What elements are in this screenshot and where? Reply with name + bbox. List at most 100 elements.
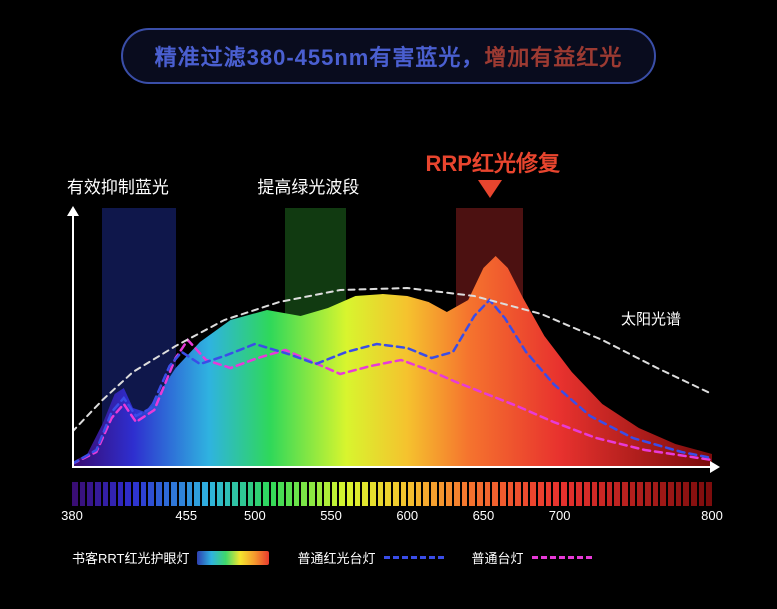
legend-label: 普通红光台灯 bbox=[297, 548, 375, 567]
spectrum-tick bbox=[103, 482, 109, 506]
spectrum-tick bbox=[530, 482, 536, 506]
spectrum-tick bbox=[561, 482, 567, 506]
spectrum-tick bbox=[622, 482, 628, 506]
spectrum-tick bbox=[294, 482, 300, 506]
x-tick-label: 500 bbox=[244, 508, 266, 523]
spectrum-tick bbox=[339, 482, 345, 506]
spectrum-tick bbox=[347, 482, 353, 506]
spectrum-tick bbox=[416, 482, 422, 506]
legend-swatch-gradient bbox=[197, 551, 269, 565]
spectrum-tick bbox=[362, 482, 368, 506]
spectrum-tick bbox=[278, 482, 284, 506]
spectrum-tick bbox=[317, 482, 323, 506]
spectrum-tick bbox=[469, 482, 475, 506]
x-tick-label: 800 bbox=[701, 508, 723, 523]
spectrum-tick bbox=[179, 482, 185, 506]
chart-svg bbox=[72, 208, 712, 468]
rrp-arrow-icon bbox=[478, 180, 502, 198]
spectrum-tick bbox=[508, 482, 514, 506]
spectrum-tick bbox=[156, 482, 162, 506]
legend-item: 普通台灯 bbox=[472, 548, 592, 567]
x-tick-label: 380 bbox=[61, 508, 83, 523]
spectrum-tick bbox=[271, 482, 277, 506]
spectrum-tick bbox=[676, 482, 682, 506]
spectrum-tick bbox=[546, 482, 552, 506]
spectrum-tick bbox=[706, 482, 712, 506]
x-axis bbox=[72, 466, 716, 468]
spectrum-tick bbox=[683, 482, 689, 506]
spectrum-tick bbox=[584, 482, 590, 506]
spectrum-tick bbox=[523, 482, 529, 506]
spectrum-tick bbox=[95, 482, 101, 506]
spectrum-tick bbox=[630, 482, 636, 506]
title-blue: 精准过滤380-455nm有害蓝光， bbox=[155, 45, 485, 70]
spectrum-tick bbox=[668, 482, 674, 506]
spectrum-tick bbox=[80, 482, 86, 506]
spectrum-tick bbox=[309, 482, 315, 506]
spectrum-tick bbox=[72, 482, 78, 506]
spectrum-tick bbox=[248, 482, 254, 506]
spectrum-tick bbox=[225, 482, 231, 506]
spectrum-tick bbox=[263, 482, 269, 506]
band-annotation: 提高绿光波段 bbox=[257, 173, 359, 198]
spectrum-tick bbox=[477, 482, 483, 506]
spectrum-tick bbox=[538, 482, 544, 506]
spectrum-tick bbox=[393, 482, 399, 506]
x-tick-label: 700 bbox=[549, 508, 571, 523]
spectrum-tick bbox=[599, 482, 605, 506]
spectrum-tick bbox=[187, 482, 193, 506]
spectrum-tick bbox=[194, 482, 200, 506]
spectrum-tick bbox=[332, 482, 338, 506]
legend: 书客RRT红光护眼灯 普通红光台灯 普通台灯 bbox=[72, 548, 712, 567]
band-annotation: 有效抑制蓝光 bbox=[67, 173, 169, 198]
spectrum-tick bbox=[439, 482, 445, 506]
spectrum-tick bbox=[485, 482, 491, 506]
spectrum-tick bbox=[210, 482, 216, 506]
spectrum-tick bbox=[164, 482, 170, 506]
spectrum-tick bbox=[691, 482, 697, 506]
legend-label: 书客RRT红光护眼灯 bbox=[72, 548, 189, 567]
x-tick-label: 650 bbox=[473, 508, 495, 523]
spectrum-tick bbox=[569, 482, 575, 506]
spectrum-tick bbox=[148, 482, 154, 506]
spectrum-tick bbox=[614, 482, 620, 506]
spectrum-tick bbox=[217, 482, 223, 506]
spectrum-tick bbox=[576, 482, 582, 506]
spectrum-tick bbox=[500, 482, 506, 506]
legend-item: 书客RRT红光护眼灯 bbox=[72, 548, 269, 567]
spectrum-tick bbox=[286, 482, 292, 506]
spectrum-tick bbox=[454, 482, 460, 506]
spectrum-tick bbox=[446, 482, 452, 506]
spectrum-tick bbox=[355, 482, 361, 506]
x-axis-labels: 380455500550600650700800 bbox=[72, 508, 712, 526]
x-tick-label: 550 bbox=[320, 508, 342, 523]
spectrum-tick bbox=[87, 482, 93, 506]
spectrum-tick bbox=[699, 482, 705, 506]
legend-label: 普通台灯 bbox=[472, 548, 524, 567]
spectrum-tick bbox=[125, 482, 131, 506]
x-tick-label: 455 bbox=[175, 508, 197, 523]
spectrum-chart bbox=[72, 208, 712, 468]
spectrum-tick bbox=[408, 482, 414, 506]
spectrum-tick bbox=[653, 482, 659, 506]
spectrum-tick bbox=[133, 482, 139, 506]
legend-swatch-line bbox=[532, 556, 592, 559]
spectrum-tick bbox=[255, 482, 261, 506]
spectrum-tick bbox=[324, 482, 330, 506]
spectrum-tick bbox=[232, 482, 238, 506]
rrp-label: RRP红光修复 bbox=[426, 146, 560, 178]
y-axis bbox=[72, 208, 74, 468]
x-tick-label: 600 bbox=[396, 508, 418, 523]
spectrum-tick bbox=[553, 482, 559, 506]
spectrum-tick bbox=[607, 482, 613, 506]
spectrum-tick bbox=[431, 482, 437, 506]
spectrum-tick bbox=[592, 482, 598, 506]
spectrum-tick bbox=[110, 482, 116, 506]
spectrum-tick bbox=[141, 482, 147, 506]
spectrum-tick bbox=[301, 482, 307, 506]
title-pill: 精准过滤380-455nm有害蓝光，增加有益红光 bbox=[121, 28, 657, 84]
spectrum-tick bbox=[462, 482, 468, 506]
spectrum-tick bbox=[401, 482, 407, 506]
spectrum-tick bbox=[370, 482, 376, 506]
spectrum-strip bbox=[72, 482, 712, 506]
